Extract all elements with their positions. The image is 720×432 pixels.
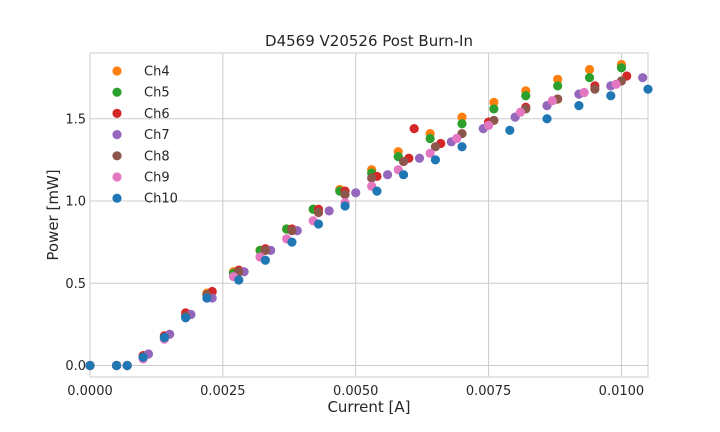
data-point [85,360,95,371]
data-point [398,156,409,167]
x-tick-label: 0.0000 [67,384,113,399]
data-point [351,188,361,198]
data-point [234,275,244,285]
data-point [452,133,462,144]
legend-item-ch5: Ch5 [112,86,170,101]
legend-label: Ch9 [144,171,170,186]
data-point [409,124,419,134]
data-point [584,73,595,83]
y-tick-label: 1.5 [65,112,86,127]
x-tick-label: 0.0050 [333,384,379,399]
data-point [579,87,589,98]
data-point [340,201,350,211]
data-point [584,64,595,75]
legend-label: Ch4 [144,65,170,80]
legend-label: Ch10 [144,192,178,207]
data-point [367,173,377,183]
data-point [202,293,212,303]
y-axis-ticks: 0.0 0.5 1.0 1.5 [65,112,86,374]
legend-item-ch8: Ch8 [112,149,170,164]
plot-area [85,52,653,378]
data-point [542,114,552,124]
data-point [430,142,441,152]
data-point [122,360,132,371]
data-point [483,120,494,130]
data-point [643,84,653,94]
x-axis-ticks: 0.0000 0.0025 0.0050 0.0075 0.0100 [67,384,644,399]
y-axis-title: Power [mW] [44,169,62,260]
x-tick-label: 0.0075 [466,384,512,399]
data-point [138,352,148,362]
legend-item-ch10: Ch10 [112,192,178,207]
data-point [489,97,499,107]
y-tick-label: 0.5 [65,277,86,292]
legend-label: Ch5 [144,86,170,101]
legend-item-ch9: Ch9 [112,171,170,186]
legend-marker [112,66,122,76]
data-point [457,119,467,129]
data-point [398,170,409,180]
grid [89,53,648,377]
data-point [324,206,334,216]
data-point [606,91,616,101]
data-point [111,360,122,371]
data-point [457,112,467,122]
legend-label: Ch7 [144,128,170,143]
data-point [287,226,297,236]
legend-marker [112,151,122,161]
data-point [489,104,499,114]
data-point [547,96,557,106]
legend: Ch4 Ch5 Ch6 Ch7 Ch8 Ch9 Ch10 [112,65,178,207]
data-point [553,74,563,84]
legend-label: Ch6 [144,107,170,122]
data-point [515,107,526,117]
data-point [457,142,467,152]
series-ch10 [85,84,653,371]
data-point [181,313,191,323]
data-point [383,170,393,180]
data-points [85,59,653,371]
data-point [313,207,324,218]
x-tick-label: 0.0100 [599,384,645,399]
data-point [414,153,425,163]
chart-title: D4569 V20526 Post Burn-In [265,32,473,50]
data-point [430,155,441,165]
data-point [638,73,648,83]
data-point [505,125,515,135]
legend-label: Ch8 [144,149,170,164]
legend-item-ch6: Ch6 [112,107,170,122]
legend-item-ch7: Ch7 [112,128,170,143]
legend-marker [112,130,122,140]
legend-marker [112,193,122,203]
y-tick-label: 0.0 [65,359,86,374]
data-point [372,186,382,196]
data-point [616,63,627,73]
y-tick-label: 1.0 [65,195,86,210]
data-point [574,101,584,111]
data-point [287,237,297,247]
data-point [260,245,270,255]
data-point [521,91,531,101]
plot-frame [89,52,649,378]
x-axis-title: Current [A] [327,398,410,416]
legend-marker [112,108,122,118]
legend-marker [112,87,122,97]
data-point [425,133,435,144]
legend-item-ch4: Ch4 [112,65,170,80]
legend-marker [112,172,122,182]
data-point [553,81,563,91]
data-point [340,189,350,200]
x-tick-label: 0.0025 [200,384,246,399]
data-point [159,332,169,343]
data-point [425,148,435,158]
data-point [590,84,600,94]
data-point [313,219,324,229]
data-point [611,79,621,89]
data-point [260,255,270,265]
